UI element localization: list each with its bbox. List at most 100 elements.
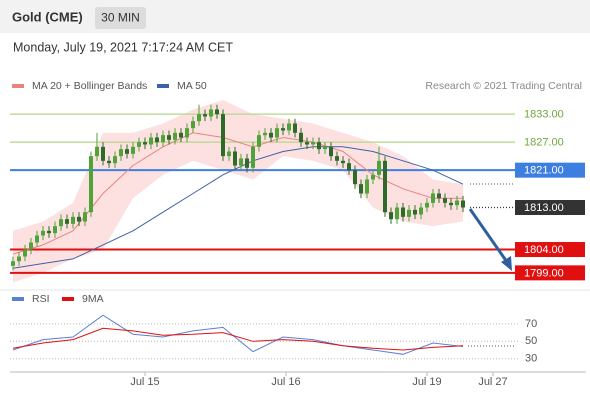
- candle-body: [305, 142, 309, 145]
- candle-body: [353, 170, 357, 185]
- y-tick-label: 70: [525, 318, 537, 330]
- level-label: 1833.00: [524, 109, 564, 121]
- candle-body: [443, 198, 447, 203]
- timeframe[interactable]: 30 MIN: [101, 11, 140, 25]
- instrument-title: Gold (CME): [12, 9, 83, 24]
- candle-body: [449, 202, 453, 206]
- candle-body: [59, 219, 63, 227]
- candle-body: [143, 142, 147, 145]
- candle-body: [359, 184, 363, 194]
- ma-line: [12, 132, 463, 255]
- candle-body: [77, 216, 81, 222]
- level-box: [515, 162, 585, 178]
- candle-body: [131, 146, 135, 154]
- ma-line: [12, 146, 464, 269]
- candle-body: [167, 135, 171, 140]
- candle-body: [317, 142, 321, 150]
- candle-body: [407, 209, 411, 217]
- candle-body: [107, 160, 111, 164]
- level-box: [515, 242, 585, 258]
- candle-body: [185, 128, 189, 138]
- legend-label: 9MA: [82, 293, 104, 305]
- candle-body: [461, 200, 465, 208]
- candle-body: [149, 137, 153, 145]
- candle-body: [227, 151, 231, 157]
- candle-body: [323, 146, 327, 150]
- candle-body: [329, 146, 333, 157]
- candle-body: [245, 158, 249, 168]
- candle-body: [155, 137, 159, 143]
- candle-body: [419, 207, 423, 215]
- legend-label: RSI: [32, 293, 50, 305]
- level-label: 1827.00: [524, 137, 564, 149]
- level-label: 1804.00: [524, 244, 564, 256]
- bollinger-band: [13, 100, 463, 283]
- candle-body: [173, 132, 177, 140]
- y-tick-label: 50: [525, 335, 537, 347]
- candle-body: [401, 207, 405, 217]
- candle-body: [413, 209, 417, 215]
- plot-layer: MA 20 + Bollinger Bands MA 50 Research © 2…: [10, 80, 585, 388]
- candle-body: [203, 114, 207, 117]
- candle-body: [383, 160, 387, 213]
- candle-body: [47, 230, 51, 234]
- candle-body: [431, 193, 435, 203]
- forecast-arrowhead: [501, 256, 512, 271]
- candle-body: [101, 146, 105, 161]
- x-tick-label: Jul 19: [412, 376, 441, 388]
- candle-body: [95, 146, 99, 157]
- candle-body: [437, 193, 441, 199]
- candle-body: [11, 261, 15, 266]
- candle-body: [275, 128, 279, 138]
- candle-body: [347, 163, 351, 171]
- candle-body: [365, 179, 369, 194]
- candle-body: [35, 235, 39, 243]
- candle-body: [191, 121, 195, 129]
- candle-body: [233, 151, 237, 166]
- level-label: 1821.00: [524, 165, 564, 177]
- credit: Research © 2021 Trading Central: [425, 80, 582, 92]
- candle-body: [209, 109, 213, 117]
- candle-body: [83, 212, 87, 222]
- level-label: 1813.00: [524, 202, 564, 214]
- candle-body: [395, 207, 399, 220]
- y-tick-label: 30: [525, 353, 537, 365]
- candle-body: [269, 132, 273, 138]
- candle-body: [65, 219, 69, 224]
- candle-body: [455, 200, 459, 206]
- candle-body: [371, 174, 375, 180]
- candle-body: [281, 128, 285, 131]
- candle-body: [71, 216, 75, 224]
- candle-body: [425, 202, 429, 208]
- candle-body: [335, 156, 339, 161]
- candle-body: [17, 256, 21, 262]
- candle-body: [293, 123, 297, 133]
- candle-body: [161, 135, 165, 143]
- level-box: [515, 200, 585, 216]
- candle-body: [389, 212, 393, 220]
- legend-label: MA 50: [177, 80, 207, 92]
- candle-body: [41, 230, 45, 236]
- candle-body: [239, 158, 243, 166]
- timeframe-pill[interactable]: [95, 7, 146, 29]
- candle-body: [197, 114, 201, 122]
- indicator-line: [12, 314, 464, 355]
- x-tick-label: Jul 15: [130, 376, 159, 388]
- candle-body: [179, 132, 183, 138]
- candle-body: [215, 109, 219, 115]
- candle-body: [251, 146, 255, 168]
- candle-body: [257, 135, 261, 147]
- candle-body: [377, 160, 381, 175]
- candle-body: [299, 132, 303, 143]
- forecast-arrow: [468, 208, 509, 263]
- candle-body: [341, 160, 345, 164]
- indicator-line: [12, 327, 464, 351]
- candle-body: [311, 142, 315, 145]
- candle-body: [89, 156, 93, 213]
- candle-body: [263, 132, 267, 136]
- legend-label: MA 20 + Bollinger Bands: [32, 80, 147, 92]
- x-tick-label: Jul 16: [271, 376, 300, 388]
- candle-body: [29, 242, 33, 250]
- candle-body: [125, 149, 129, 154]
